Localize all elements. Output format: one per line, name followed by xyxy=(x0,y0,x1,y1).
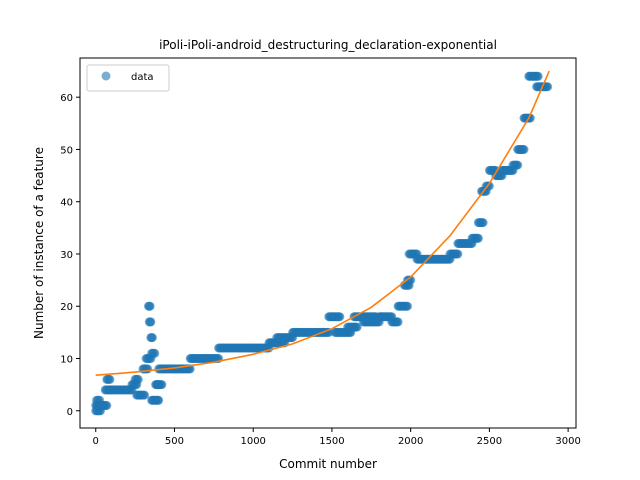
y-tick-label: 40 xyxy=(60,198,73,209)
data-point xyxy=(513,160,523,170)
data-point xyxy=(154,395,164,405)
y-tick-label: 50 xyxy=(60,145,73,156)
y-tick-label: 10 xyxy=(60,354,73,365)
data-point xyxy=(519,145,529,154)
y-tick-label: 30 xyxy=(60,250,73,261)
plot-frame xyxy=(79,57,577,429)
data-point xyxy=(484,181,494,191)
data-point xyxy=(473,233,483,243)
data-point xyxy=(335,312,345,322)
legend-box xyxy=(86,64,170,92)
x-tick-label: 3000 xyxy=(555,436,580,447)
data-point xyxy=(140,390,150,400)
fit-line xyxy=(95,70,550,376)
data-point xyxy=(543,82,553,92)
x-tick-label: 500 xyxy=(165,436,184,447)
y-axis-label: Number of instance of a feature xyxy=(32,147,46,339)
data-point xyxy=(146,317,156,327)
chart-title: iPoli-iPoli-android_destructuring_declar… xyxy=(159,38,497,52)
x-tick-label: 2500 xyxy=(477,436,502,447)
data-point xyxy=(145,301,155,311)
fit-line-group xyxy=(95,70,550,376)
legend-marker-data xyxy=(101,71,111,81)
x-tick-label: 2000 xyxy=(398,436,423,447)
data-point xyxy=(478,218,488,228)
data-point xyxy=(133,374,143,384)
data-point xyxy=(533,71,543,81)
axes: 0 500 1000 1500 2000 2500 3000 0 10 20 30 40 50 60 xyxy=(60,57,581,447)
data-point xyxy=(105,374,115,384)
data-point xyxy=(352,322,362,332)
y-tick-label: 0 xyxy=(67,407,73,418)
legend-label-data: data xyxy=(131,72,154,83)
y-tick-label: 20 xyxy=(60,302,73,313)
y-tick-label: 60 xyxy=(60,93,73,104)
x-tick-label: 0 xyxy=(93,436,99,447)
data-point xyxy=(453,249,463,259)
x-tick-label: 1500 xyxy=(319,436,344,447)
x-axis-label: Commit number xyxy=(279,457,377,471)
data-point xyxy=(150,348,160,358)
data-point xyxy=(147,333,157,343)
x-tick-label: 1000 xyxy=(240,436,265,447)
data-point xyxy=(393,317,403,327)
data-point xyxy=(403,301,412,311)
data-point xyxy=(143,364,153,374)
data-point xyxy=(102,401,112,410)
data-point xyxy=(157,380,167,390)
legend: data xyxy=(86,64,170,92)
